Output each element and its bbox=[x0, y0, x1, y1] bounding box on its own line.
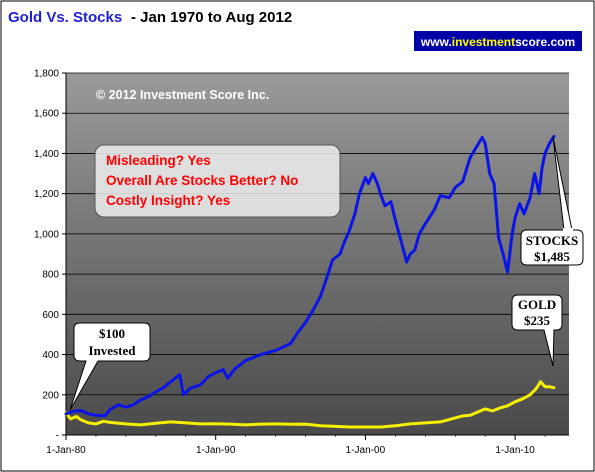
y-axis-ticks: - 200 400 600 800 1,000 1,200 1,400 1,600 1,800 bbox=[34, 69, 67, 442]
y-tick-label: 1,000 bbox=[34, 229, 59, 240]
stocks-callout-line2: $1,485 bbox=[534, 249, 570, 264]
notes-box: Misleading? Yes Overall Are Stocks Bette… bbox=[94, 144, 341, 218]
invested-callout-line2: Invested bbox=[89, 343, 137, 358]
chart-title: Gold Vs. Stocks bbox=[8, 9, 122, 26]
note-line-2: Overall Are Stocks Better? No bbox=[106, 173, 298, 188]
url-suffix: score.com bbox=[515, 35, 575, 49]
url-prefix: www. bbox=[420, 35, 452, 49]
note-line-1: Misleading? Yes bbox=[106, 153, 211, 168]
invested-callout-bubble bbox=[69, 322, 151, 411]
url-badge-bg bbox=[414, 31, 582, 51]
x-tick-label: 1-Jan-90 bbox=[196, 445, 236, 456]
gold-callout: GOLD $235 bbox=[511, 294, 563, 367]
x-axis-ticks: 1-Jan-80 1-Jan-90 1-Jan-00 1-Jan-10 bbox=[46, 434, 569, 456]
stocks-callout-line1: STOCKS bbox=[526, 233, 579, 248]
stocks-callout-joint bbox=[563, 228, 573, 232]
notes-box-bg bbox=[94, 144, 341, 218]
x-tick-label: 1-Jan-80 bbox=[46, 445, 86, 456]
y-tick-label: 1,200 bbox=[34, 189, 59, 200]
stocks-callout: STOCKS $1,485 bbox=[520, 136, 584, 266]
series-line-gold bbox=[64, 380, 556, 429]
y-tick-label: 200 bbox=[42, 390, 59, 401]
plot-area bbox=[66, 73, 569, 435]
url-text[interactable]: www.investmentscore.com bbox=[420, 35, 575, 49]
y-tick-label: 1,600 bbox=[34, 109, 59, 120]
y-tick-label: 800 bbox=[42, 270, 59, 281]
series-line-stocks bbox=[64, 134, 556, 418]
x-tick-label: 1-Jan-00 bbox=[346, 445, 386, 456]
chart-subtitle: - Jan 1970 to Aug 2012 bbox=[131, 9, 292, 26]
url-badge[interactable]: www.investmentscore.com bbox=[414, 31, 582, 51]
y-tick-label: 400 bbox=[42, 350, 59, 361]
note-line-3: Costly Insight? Yes bbox=[106, 193, 230, 208]
y-tick-label: 1,800 bbox=[34, 69, 59, 80]
y-tick-label: 600 bbox=[42, 310, 59, 321]
copyright-text: © 2012 Investment Score Inc. bbox=[96, 88, 269, 102]
gold-callout-line1: GOLD bbox=[518, 297, 556, 312]
series-layer bbox=[64, 134, 556, 429]
y-tick-label: - bbox=[56, 431, 59, 442]
invested-callout-line1: $100 bbox=[99, 326, 125, 341]
invested-callout: $100 Invested bbox=[69, 322, 151, 411]
url-brand: investment bbox=[452, 35, 515, 49]
gold-callout-bubble bbox=[511, 294, 563, 367]
x-tick-label: 1-Jan-10 bbox=[495, 445, 535, 456]
gold-callout-line2: $235 bbox=[524, 313, 551, 328]
y-tick-label: 1,400 bbox=[34, 149, 59, 160]
